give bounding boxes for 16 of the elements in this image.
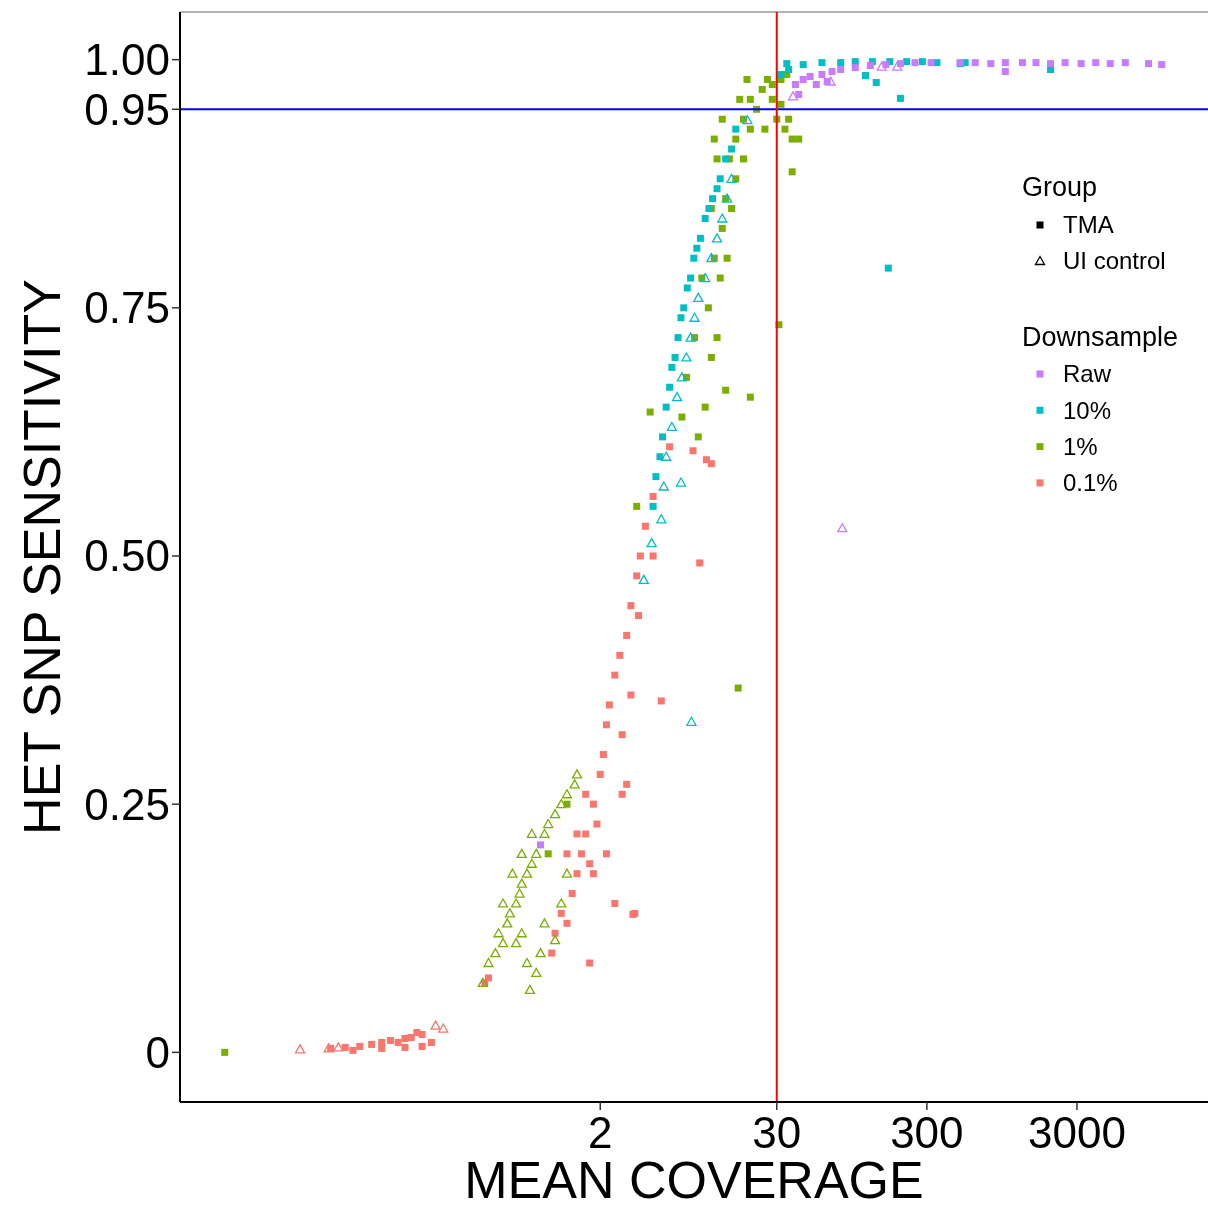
y-tick-label: 0.95: [84, 84, 170, 134]
y-tick-label: 0.50: [84, 531, 170, 581]
y-tick-label: 0.25: [84, 779, 170, 829]
legend-label: 1%: [1063, 433, 1098, 460]
legend-title: Downsample: [1022, 322, 1179, 352]
legend-label: Raw: [1063, 360, 1112, 388]
annotation: TMA: [1063, 211, 1114, 239]
annotation: UI control: [1063, 247, 1166, 275]
x-tick-label: 3000: [1028, 1108, 1126, 1157]
annotation: Group: [1022, 172, 1098, 202]
legend-label: 10%: [1063, 396, 1112, 424]
y-tick-label: 0: [145, 1027, 170, 1077]
y-axis-title: HET SNP SENSITIVITY: [13, 279, 71, 835]
legend-label: 0.1%: [1063, 469, 1118, 497]
y-tick-label: 1.00: [84, 35, 170, 85]
y-tick-label: 0.75: [84, 283, 170, 333]
